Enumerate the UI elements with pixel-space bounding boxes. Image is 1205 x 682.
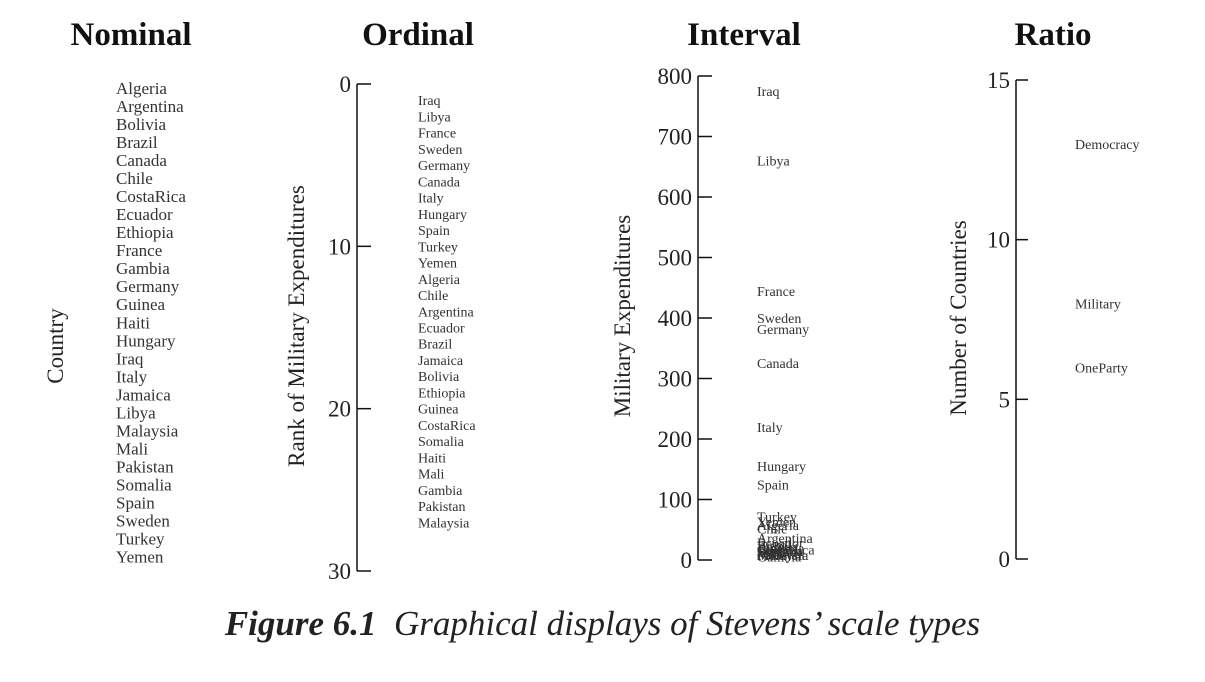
interval-tick-label: 600 [658, 185, 693, 210]
ordinal-item: Pakistan [418, 500, 465, 515]
nominal-item: Gambia [116, 259, 170, 278]
nominal-item: Argentina [116, 97, 184, 116]
interval-tick-label: 300 [658, 367, 693, 392]
ratio-tick-label: 5 [999, 387, 1011, 412]
figure-caption-text: Graphical displays of Stevens’ scale typ… [394, 604, 980, 643]
ordinal-item: Jamaica [418, 354, 464, 369]
interval-tick-label: 0 [681, 548, 693, 573]
interval-tick-label: 800 [658, 64, 693, 89]
ordinal-item: Somalia [418, 435, 465, 450]
interval-item: Canada [757, 357, 800, 372]
ordinal-item: Italy [418, 192, 444, 207]
interval-title: Interval [687, 17, 801, 53]
nominal-item: Germany [116, 277, 180, 296]
interval-panel: Interval Military Expenditures 0 100 200 300 4… [610, 17, 815, 573]
ordinal-item: Guinea [418, 403, 459, 418]
ordinal-item: Hungary [418, 208, 467, 223]
ordinal-item: Haiti [418, 451, 446, 466]
nominal-item: CostaRica [116, 187, 186, 206]
nominal-item: Brazil [116, 133, 158, 152]
nominal-item: Libya [116, 403, 156, 422]
ordinal-item: Malaysia [418, 516, 470, 531]
ordinal-item: France [418, 127, 456, 142]
ratio-item: Military [1075, 298, 1121, 313]
ordinal-tick-label: 20 [328, 397, 351, 422]
ratio-tick-label: 15 [987, 68, 1010, 93]
ordinal-item: Spain [418, 224, 450, 239]
ordinal-item: Yemen [418, 257, 457, 272]
ordinal-axis-label: Rank of Military Expenditures [284, 185, 309, 467]
interval-item: Iraq [757, 85, 780, 100]
interval-item: Germany [757, 323, 809, 338]
ratio-panel: Ratio Number of Countries 0 5 10 15 Democracy M… [946, 17, 1140, 572]
nominal-panel: Nominal Country AlgeriaArgentinaBoliviaBra… [43, 17, 192, 567]
interval-item: France [757, 285, 795, 300]
ordinal-item: Gambia [418, 484, 463, 499]
ordinal-tick-label: 10 [328, 234, 351, 259]
figure-number: Figure 6.1 [225, 604, 377, 643]
nominal-item: Guinea [116, 295, 166, 314]
ordinal-item: Libya [418, 110, 451, 125]
nominal-item: France [116, 241, 162, 260]
nominal-item: Ecuador [116, 205, 173, 224]
ordinal-item: CostaRica [418, 419, 476, 434]
nominal-title: Nominal [70, 17, 191, 53]
ratio-tick-label: 0 [999, 547, 1011, 572]
ordinal-item: Bolivia [418, 370, 460, 385]
ordinal-item: Chile [418, 289, 448, 304]
interval-tick-label: 200 [658, 427, 693, 452]
nominal-item: Chile [116, 169, 153, 188]
ordinal-item: Ecuador [418, 322, 465, 337]
nominal-item: Jamaica [116, 385, 171, 404]
nominal-item: Haiti [116, 313, 150, 332]
nominal-item: Yemen [116, 548, 164, 567]
interval-tick-label: 400 [658, 306, 693, 331]
interval-item: Hungary [757, 460, 806, 475]
nominal-item: Turkey [116, 530, 165, 549]
nominal-item: Italy [116, 367, 148, 386]
interval-tick-label: 100 [658, 488, 693, 513]
ordinal-item: Germany [418, 159, 470, 174]
nominal-item: Iraq [116, 349, 144, 368]
nominal-item: Ethiopia [116, 223, 174, 242]
interval-item: Libya [757, 155, 790, 170]
ratio-item: Democracy [1075, 138, 1140, 153]
nominal-item: Spain [116, 493, 155, 512]
nominal-item: Mali [116, 439, 148, 458]
ordinal-item: Brazil [418, 338, 452, 353]
nominal-item: Somalia [116, 475, 172, 494]
nominal-axis-label: Country [43, 308, 68, 384]
ordinal-item: Argentina [418, 305, 475, 320]
ordinal-item: Algeria [418, 273, 461, 288]
nominal-item: Pakistan [116, 457, 174, 476]
figure-caption: Figure 6.1 Graphical displays of Stevens… [0, 604, 1205, 644]
ordinal-item: Sweden [418, 143, 462, 158]
ordinal-title: Ordinal [362, 17, 474, 53]
nominal-item: Hungary [116, 331, 176, 350]
interval-axis-label: Military Expenditures [610, 215, 635, 418]
interval-item: Malaysia [757, 549, 809, 564]
ordinal-item: Iraq [418, 94, 441, 109]
ratio-title: Ratio [1015, 17, 1092, 53]
ordinal-item: Turkey [418, 240, 458, 255]
interval-item: Italy [757, 421, 783, 436]
ordinal-tick-label: 30 [328, 559, 351, 584]
nominal-item: Sweden [116, 511, 170, 530]
ordinal-item: Mali [418, 468, 445, 483]
ratio-tick-label: 10 [987, 228, 1010, 253]
ordinal-tick-label: 0 [340, 72, 352, 97]
interval-tick-label: 700 [658, 125, 693, 150]
scale-types-figure: NominalCountryAlgeriaArgentinaBoliviaBra… [0, 0, 1205, 600]
nominal-item: Canada [116, 151, 167, 170]
ratio-item: OneParty [1075, 361, 1128, 376]
ordinal-panel: Ordinal Rank of Military Expenditures 0 10 2… [284, 17, 476, 584]
nominal-item: Bolivia [116, 115, 167, 134]
ordinal-item: Ethiopia [418, 386, 466, 401]
ordinal-item: Canada [418, 175, 461, 190]
interval-item: Spain [757, 478, 789, 493]
nominal-item: Algeria [116, 79, 167, 98]
nominal-item: Malaysia [116, 421, 179, 440]
ratio-axis-label: Number of Countries [946, 220, 971, 416]
interval-tick-label: 500 [658, 246, 693, 271]
